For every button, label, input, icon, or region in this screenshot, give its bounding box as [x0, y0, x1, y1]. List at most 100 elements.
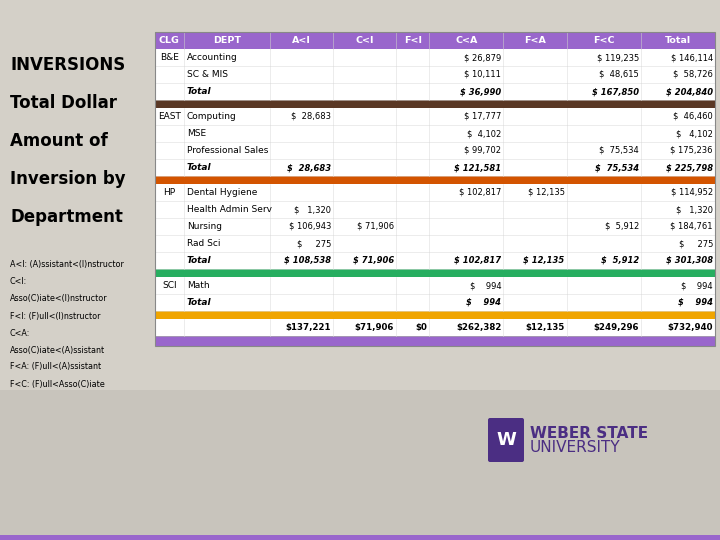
Text: $262,382: $262,382 — [456, 323, 501, 332]
Text: $ 12,135: $ 12,135 — [523, 256, 564, 265]
Text: Rad Sci: Rad Sci — [187, 239, 220, 248]
Text: $12,135: $12,135 — [526, 323, 564, 332]
Text: $  28,683: $ 28,683 — [287, 163, 331, 172]
Text: $   1,320: $ 1,320 — [676, 205, 713, 214]
Text: F<A: F<A — [524, 36, 546, 45]
Bar — [155, 319, 715, 336]
Text: Total: Total — [665, 36, 691, 45]
Text: $ 71,906: $ 71,906 — [353, 256, 394, 265]
Text: Computing: Computing — [187, 112, 237, 121]
Bar — [155, 269, 715, 277]
Bar — [155, 83, 715, 100]
Bar — [0, 390, 720, 540]
Text: C<A:: C<A: — [10, 328, 30, 338]
Text: $ 71,906: $ 71,906 — [357, 222, 394, 231]
Bar — [155, 252, 715, 269]
Text: CLG: CLG — [159, 36, 180, 45]
Text: Dental Hygiene: Dental Hygiene — [187, 188, 257, 197]
Text: SCI: SCI — [162, 281, 176, 290]
FancyBboxPatch shape — [488, 418, 524, 462]
Text: INVERSIONS: INVERSIONS — [10, 56, 125, 74]
Text: B&E: B&E — [160, 53, 179, 62]
Text: Total: Total — [187, 163, 212, 172]
Text: SC & MIS: SC & MIS — [187, 70, 228, 79]
Text: $ 12,135: $ 12,135 — [528, 188, 564, 197]
Text: Professional Sales: Professional Sales — [187, 146, 269, 155]
Text: MSE: MSE — [187, 129, 206, 138]
Text: $ 175,236: $ 175,236 — [670, 146, 713, 155]
Bar — [155, 277, 715, 294]
Text: A<I: (A)ssistant<(I)nstructor: A<I: (A)ssistant<(I)nstructor — [10, 260, 124, 269]
Text: $ 17,777: $ 17,777 — [464, 112, 501, 121]
Bar — [155, 311, 715, 319]
Text: WEBER STATE: WEBER STATE — [530, 427, 648, 442]
Text: $  5,912: $ 5,912 — [605, 222, 639, 231]
Text: $     275: $ 275 — [297, 239, 331, 248]
Text: Amount of: Amount of — [10, 132, 108, 150]
Text: $732,940: $732,940 — [667, 323, 713, 332]
Text: $    994: $ 994 — [678, 298, 713, 307]
Text: $ 106,943: $ 106,943 — [289, 222, 331, 231]
Text: $  4,102: $ 4,102 — [467, 129, 501, 138]
Text: $ 204,840: $ 204,840 — [666, 87, 713, 96]
Text: Asso(C)iate<(I)nstructor: Asso(C)iate<(I)nstructor — [10, 294, 107, 303]
Text: $ 108,538: $ 108,538 — [284, 256, 331, 265]
Text: $71,906: $71,906 — [355, 323, 394, 332]
Text: Nursing: Nursing — [187, 222, 222, 231]
Bar — [155, 218, 715, 235]
Text: $ 146,114: $ 146,114 — [671, 53, 713, 62]
Bar — [155, 142, 715, 159]
Text: Math: Math — [187, 281, 210, 290]
Text: EAST: EAST — [158, 112, 181, 121]
Text: $  46,460: $ 46,460 — [673, 112, 713, 121]
Text: C<A: C<A — [455, 36, 477, 45]
Bar — [155, 32, 715, 49]
Text: $ 36,990: $ 36,990 — [460, 87, 501, 96]
Text: F<C: F<C — [593, 36, 614, 45]
Text: C<I: C<I — [356, 36, 374, 45]
Text: $ 121,581: $ 121,581 — [454, 163, 501, 172]
Text: $0: $0 — [415, 323, 427, 332]
Text: Total: Total — [187, 87, 212, 96]
Text: $137,221: $137,221 — [285, 323, 331, 332]
Text: $ 26,879: $ 26,879 — [464, 53, 501, 62]
Bar — [155, 294, 715, 311]
Bar — [155, 235, 715, 252]
Text: $     275: $ 275 — [679, 239, 713, 248]
Text: Total: Total — [187, 256, 212, 265]
Text: Total: Total — [187, 298, 212, 307]
Bar — [155, 159, 715, 176]
Text: $ 114,952: $ 114,952 — [671, 188, 713, 197]
Text: UNIVERSITY: UNIVERSITY — [530, 441, 621, 456]
Bar — [155, 32, 715, 346]
Text: $ 119,235: $ 119,235 — [597, 53, 639, 62]
Text: $  75,534: $ 75,534 — [599, 146, 639, 155]
Text: $ 184,761: $ 184,761 — [670, 222, 713, 231]
Text: $ 301,308: $ 301,308 — [666, 256, 713, 265]
Bar — [155, 336, 715, 346]
Bar — [155, 108, 715, 125]
Text: $  5,912: $ 5,912 — [600, 256, 639, 265]
Text: C<I:: C<I: — [10, 278, 27, 287]
Text: F<C: (F)ull<Asso(C)iate: F<C: (F)ull<Asso(C)iate — [10, 380, 104, 388]
Text: $ 167,850: $ 167,850 — [592, 87, 639, 96]
Bar — [155, 184, 715, 201]
Text: Department: Department — [10, 208, 123, 226]
Bar — [155, 201, 715, 218]
Text: HP: HP — [163, 188, 176, 197]
Text: $    994: $ 994 — [467, 298, 501, 307]
Text: A<I: A<I — [292, 36, 311, 45]
Text: $ 102,817: $ 102,817 — [459, 188, 501, 197]
Text: Total Dollar: Total Dollar — [10, 94, 117, 112]
Text: $  58,726: $ 58,726 — [673, 70, 713, 79]
Text: $ 10,111: $ 10,111 — [464, 70, 501, 79]
Text: F<I: F<I — [404, 36, 422, 45]
Text: Accounting: Accounting — [187, 53, 238, 62]
Text: $  48,615: $ 48,615 — [599, 70, 639, 79]
Text: Health Admin Serv: Health Admin Serv — [187, 205, 272, 214]
Text: $ 225,798: $ 225,798 — [666, 163, 713, 172]
Text: F<A: (F)ull<(A)ssistant: F<A: (F)ull<(A)ssistant — [10, 362, 101, 372]
Text: $    994: $ 994 — [681, 281, 713, 290]
Bar — [155, 66, 715, 83]
Bar — [155, 49, 715, 66]
